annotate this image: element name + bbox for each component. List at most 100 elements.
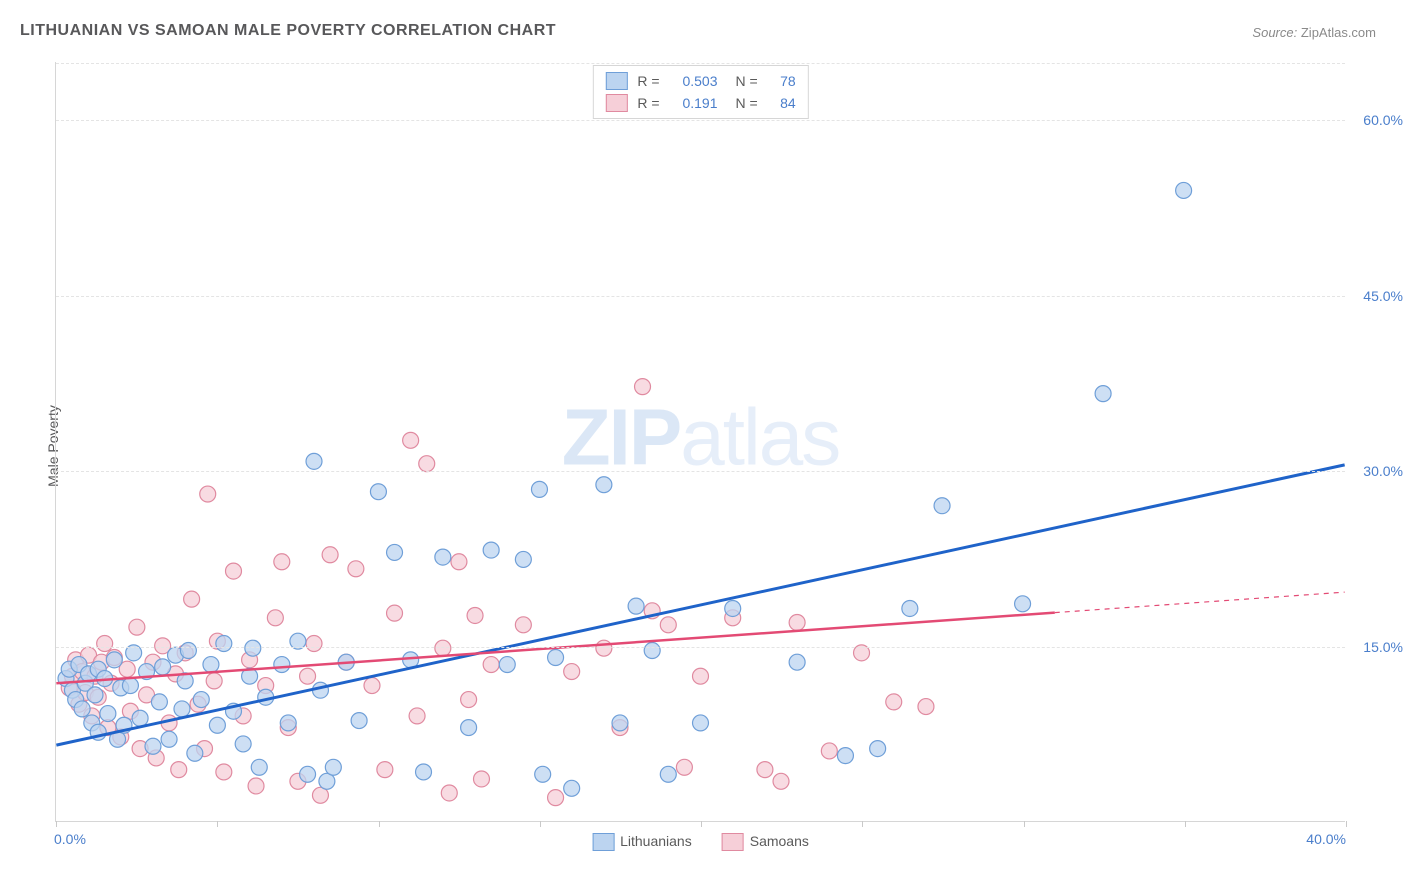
- data-point: [387, 605, 403, 621]
- x-tick: [540, 821, 541, 827]
- data-point: [419, 456, 435, 472]
- legend-r-label: R =: [637, 70, 659, 92]
- data-point: [251, 759, 267, 775]
- data-point: [274, 657, 290, 673]
- y-tick-label: 45.0%: [1363, 288, 1403, 304]
- data-point: [693, 668, 709, 684]
- data-point: [106, 652, 122, 668]
- legend-n-label: N =: [736, 92, 758, 114]
- data-point: [902, 600, 918, 616]
- data-point: [348, 561, 364, 577]
- data-point: [180, 643, 196, 659]
- source-value: ZipAtlas.com: [1301, 25, 1376, 40]
- data-point: [467, 607, 483, 623]
- chart-container: LITHUANIAN VS SAMOAN MALE POVERTY CORREL…: [0, 0, 1406, 892]
- data-point: [1015, 596, 1031, 612]
- data-point: [693, 715, 709, 731]
- data-point: [171, 762, 187, 778]
- data-point: [322, 547, 338, 563]
- x-tick: [1346, 821, 1347, 827]
- data-point: [612, 715, 628, 731]
- legend-n-value: 78: [768, 70, 796, 92]
- data-point: [918, 699, 934, 715]
- legend-row: R =0.191N =84: [605, 92, 795, 114]
- x-tick: [1185, 821, 1186, 827]
- x-tick: [379, 821, 380, 827]
- data-point: [226, 563, 242, 579]
- y-tick-label: 15.0%: [1363, 639, 1403, 655]
- data-point: [161, 731, 177, 747]
- data-point: [1176, 182, 1192, 198]
- legend-r-label: R =: [637, 92, 659, 114]
- data-point: [725, 600, 741, 616]
- data-point: [499, 657, 515, 673]
- data-point: [274, 554, 290, 570]
- data-point: [203, 657, 219, 673]
- data-point: [122, 678, 138, 694]
- data-point: [235, 736, 251, 752]
- data-point: [789, 615, 805, 631]
- data-point: [548, 790, 564, 806]
- data-point: [145, 738, 161, 754]
- gridline: [56, 63, 1345, 64]
- data-point: [351, 713, 367, 729]
- trend-line: [56, 465, 1344, 745]
- legend-label: Lithuanians: [620, 833, 692, 849]
- series-legend: Lithuanians Samoans: [592, 833, 809, 851]
- data-point: [100, 706, 116, 722]
- data-point: [870, 741, 886, 757]
- data-point: [184, 591, 200, 607]
- data-point: [535, 766, 551, 782]
- legend-row: R =0.503N =78: [605, 70, 795, 92]
- data-point: [409, 708, 425, 724]
- data-point: [821, 743, 837, 759]
- data-point: [757, 762, 773, 778]
- x-tick-label: 0.0%: [54, 831, 86, 847]
- data-point: [370, 484, 386, 500]
- x-tick: [862, 821, 863, 827]
- plot-svg: [56, 62, 1345, 821]
- correlation-legend: R =0.503N =78R =0.191N =84: [592, 65, 808, 119]
- data-point: [531, 481, 547, 497]
- data-point: [377, 762, 393, 778]
- legend-label: Samoans: [750, 833, 809, 849]
- legend-swatch: [592, 833, 614, 851]
- data-point: [403, 432, 419, 448]
- data-point: [216, 636, 232, 652]
- data-point: [209, 717, 225, 733]
- gridline: [56, 120, 1345, 121]
- x-tick-label: 40.0%: [1306, 831, 1346, 847]
- x-tick: [701, 821, 702, 827]
- data-point: [300, 668, 316, 684]
- legend-swatch: [605, 94, 627, 112]
- data-point: [435, 549, 451, 565]
- legend-n-label: N =: [736, 70, 758, 92]
- legend-swatch: [722, 833, 744, 851]
- legend-r-value: 0.191: [670, 92, 718, 114]
- x-tick: [1024, 821, 1025, 827]
- data-point: [87, 687, 103, 703]
- source-label: Source:: [1252, 25, 1297, 40]
- data-point: [206, 673, 222, 689]
- data-point: [483, 657, 499, 673]
- data-point: [155, 659, 171, 675]
- data-point: [564, 664, 580, 680]
- data-point: [97, 636, 113, 652]
- gridline: [56, 647, 1345, 648]
- y-tick-label: 30.0%: [1363, 463, 1403, 479]
- data-point: [364, 678, 380, 694]
- plot-area: ZIPatlas R =0.503N =78R =0.191N =84 Lith…: [55, 62, 1345, 822]
- x-tick: [56, 821, 57, 827]
- gridline: [56, 296, 1345, 297]
- data-point: [248, 778, 264, 794]
- data-point: [473, 771, 489, 787]
- data-point: [461, 720, 477, 736]
- data-point: [628, 598, 644, 614]
- data-point: [174, 701, 190, 717]
- chart-title: LITHUANIAN VS SAMOAN MALE POVERTY CORREL…: [20, 22, 556, 40]
- data-point: [267, 610, 283, 626]
- data-point: [151, 694, 167, 710]
- data-point: [660, 766, 676, 782]
- data-point: [934, 498, 950, 514]
- source-attribution: Source: ZipAtlas.com: [1252, 25, 1376, 40]
